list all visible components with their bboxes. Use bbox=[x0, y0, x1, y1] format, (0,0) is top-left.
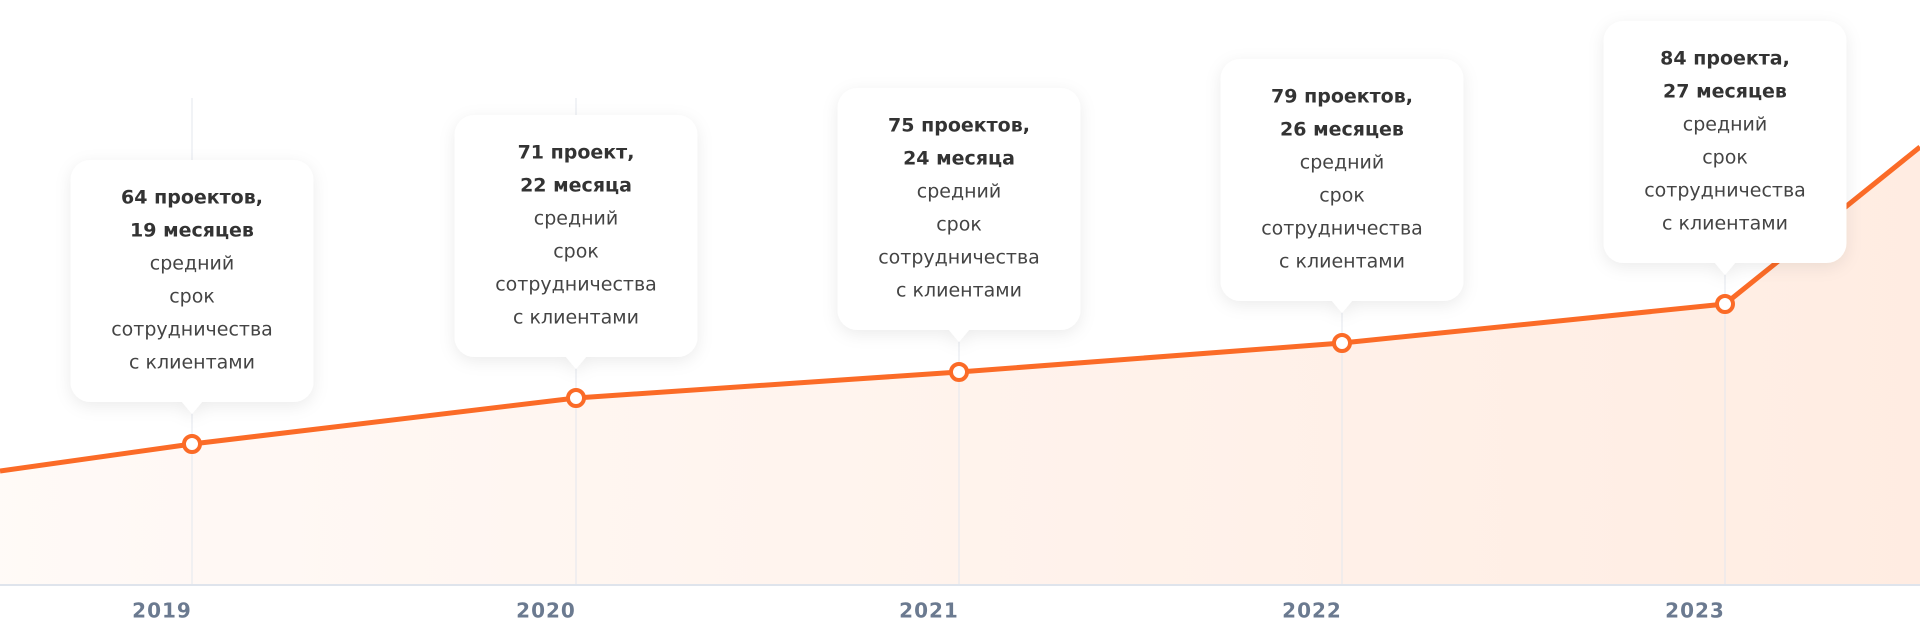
card-text: сотрудничества bbox=[495, 274, 657, 296]
year-label: 2022 bbox=[1282, 599, 1342, 623]
card bbox=[1220, 59, 1464, 313]
card-heading: 75 проектов, bbox=[888, 115, 1030, 137]
year-label: 2020 bbox=[516, 599, 576, 623]
card-heading: 19 месяцев bbox=[130, 220, 254, 242]
card-heading: 26 месяцев bbox=[1280, 119, 1404, 141]
card-text: срок bbox=[1702, 147, 1748, 169]
card bbox=[70, 160, 314, 414]
card-text: средний bbox=[150, 253, 234, 275]
card-text: с клиентами bbox=[129, 352, 255, 374]
card-text: с клиентами bbox=[1279, 251, 1405, 273]
card-text: сотрудничества bbox=[1261, 218, 1423, 240]
card-text: с клиентами bbox=[1662, 213, 1788, 235]
point bbox=[566, 388, 586, 408]
card-text: срок bbox=[169, 286, 215, 308]
card-heading: 64 проектов, bbox=[121, 187, 263, 209]
card bbox=[837, 88, 1081, 342]
point bbox=[1715, 294, 1735, 314]
point bbox=[182, 434, 202, 454]
card-heading: 24 месяца bbox=[903, 148, 1015, 170]
card bbox=[1603, 21, 1847, 275]
card bbox=[454, 115, 698, 369]
card-text: с клиентами bbox=[896, 280, 1022, 302]
card-heading: 71 проект, bbox=[518, 142, 635, 164]
card-heading: 79 проектов, bbox=[1271, 86, 1413, 108]
point bbox=[1332, 333, 1352, 353]
card-text: сотрудничества bbox=[1644, 180, 1806, 202]
card-text: средний bbox=[1683, 114, 1767, 136]
card-text: средний bbox=[1300, 152, 1384, 174]
card-text: сотрудничества bbox=[111, 319, 273, 341]
card-text: срок bbox=[1319, 185, 1365, 207]
year-label: 2023 bbox=[1665, 599, 1725, 623]
card-text: срок bbox=[553, 241, 599, 263]
card-text: срок bbox=[936, 214, 982, 236]
card-text: сотрудничества bbox=[878, 247, 1040, 269]
point bbox=[949, 362, 969, 382]
card-heading: 84 проекта, bbox=[1660, 48, 1790, 70]
area bbox=[0, 147, 1920, 585]
card-heading: 22 месяца bbox=[520, 175, 632, 197]
card-text: средний bbox=[917, 181, 1001, 203]
card-text: средний bbox=[534, 208, 618, 230]
card-heading: 27 месяцев bbox=[1663, 81, 1787, 103]
card-text: с клиентами bbox=[513, 307, 639, 329]
year-label: 2019 bbox=[132, 599, 192, 623]
year-label: 2021 bbox=[899, 599, 959, 623]
